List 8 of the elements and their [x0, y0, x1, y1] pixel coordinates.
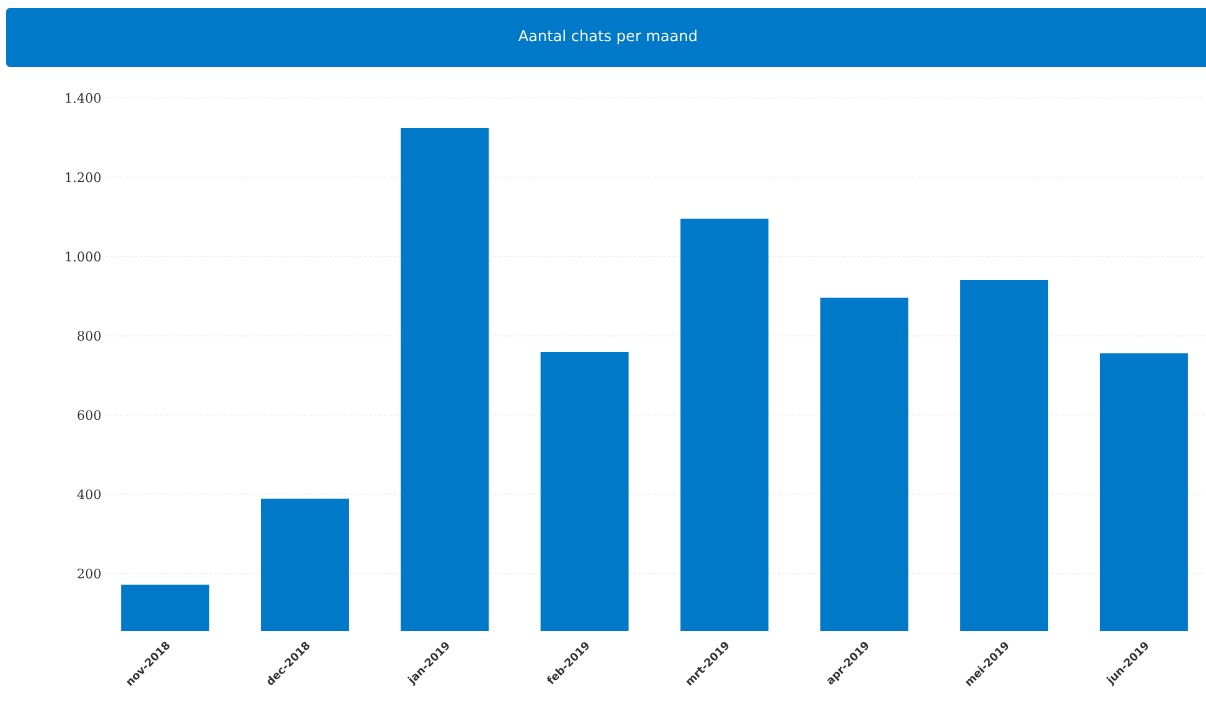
y-tick-label: 200 [77, 568, 101, 579]
y-tick-label: 1.400 [65, 93, 101, 103]
y-tick-label: 400 [77, 489, 101, 500]
y-tick-label: 800 [77, 330, 101, 341]
y-tick-label: 1.000 [65, 251, 101, 262]
y-tick-label: 1.200 [65, 172, 101, 183]
chart-title: Aantal chats per maand [518, 29, 697, 45]
y-tick-label: 600 [77, 410, 101, 420]
